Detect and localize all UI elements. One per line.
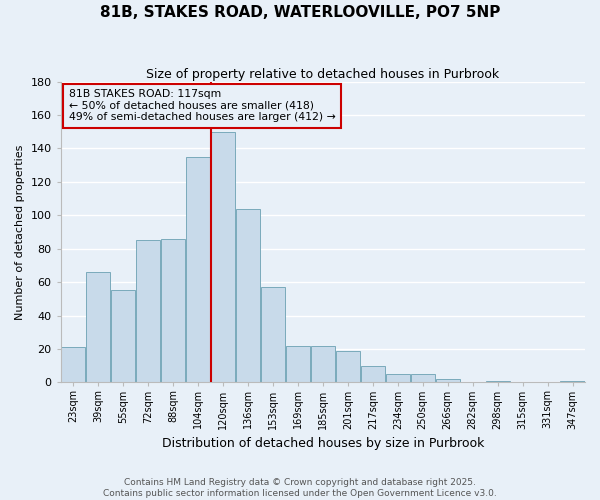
- Bar: [410, 374, 435, 382]
- Text: Contains HM Land Registry data © Crown copyright and database right 2025.
Contai: Contains HM Land Registry data © Crown c…: [103, 478, 497, 498]
- Bar: [236, 208, 260, 382]
- Y-axis label: Number of detached properties: Number of detached properties: [15, 144, 25, 320]
- Bar: [386, 374, 410, 382]
- Title: Size of property relative to detached houses in Purbrook: Size of property relative to detached ho…: [146, 68, 499, 80]
- Bar: [186, 157, 210, 382]
- Bar: [61, 348, 85, 382]
- Bar: [361, 366, 385, 382]
- Bar: [560, 380, 584, 382]
- Bar: [136, 240, 160, 382]
- Bar: [86, 272, 110, 382]
- Text: 81B STAKES ROAD: 117sqm
← 50% of detached houses are smaller (418)
49% of semi-d: 81B STAKES ROAD: 117sqm ← 50% of detache…: [68, 89, 335, 122]
- Bar: [485, 380, 510, 382]
- Bar: [111, 290, 135, 382]
- X-axis label: Distribution of detached houses by size in Purbrook: Distribution of detached houses by size …: [161, 437, 484, 450]
- Bar: [211, 132, 235, 382]
- Text: 81B, STAKES ROAD, WATERLOOVILLE, PO7 5NP: 81B, STAKES ROAD, WATERLOOVILLE, PO7 5NP: [100, 5, 500, 20]
- Bar: [311, 346, 335, 383]
- Bar: [261, 287, 285, 382]
- Bar: [286, 346, 310, 383]
- Bar: [161, 238, 185, 382]
- Bar: [336, 350, 360, 382]
- Bar: [436, 379, 460, 382]
